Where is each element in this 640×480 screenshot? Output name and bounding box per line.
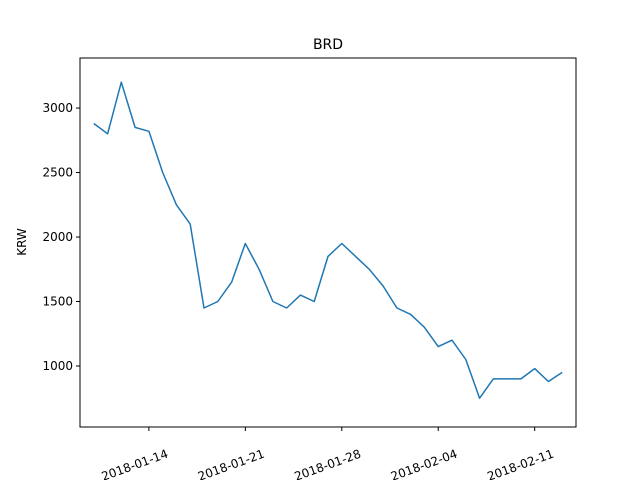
- y-tick-label: 2500: [42, 166, 73, 180]
- y-tick-label: 2000: [42, 230, 73, 244]
- plot-frame: [79, 57, 577, 428]
- data-line: [93, 81, 563, 399]
- y-axis-label: KRW: [15, 228, 29, 256]
- y-tick-label: 1000: [42, 359, 73, 373]
- chart-title: BRD: [313, 37, 343, 53]
- y-tick-label: 1500: [42, 295, 73, 309]
- y-tick-label: 3000: [42, 101, 73, 115]
